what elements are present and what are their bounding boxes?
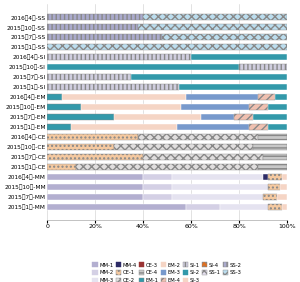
Bar xyxy=(263,194,278,200)
Bar xyxy=(131,74,287,80)
Bar xyxy=(278,194,287,200)
Bar xyxy=(191,54,287,60)
Bar xyxy=(47,84,179,90)
Bar xyxy=(47,74,131,80)
Bar xyxy=(47,14,143,21)
Bar xyxy=(47,104,81,110)
Bar xyxy=(239,64,287,70)
Bar xyxy=(254,114,287,120)
Bar xyxy=(268,124,287,130)
Bar xyxy=(47,174,143,180)
Bar xyxy=(143,194,172,200)
Bar xyxy=(263,154,287,160)
Bar xyxy=(182,104,249,110)
Bar xyxy=(81,104,182,110)
Bar xyxy=(177,124,249,130)
Bar xyxy=(258,164,287,170)
Bar xyxy=(47,154,143,160)
Bar xyxy=(47,114,114,120)
Bar xyxy=(282,204,287,210)
Bar xyxy=(201,114,234,120)
Bar xyxy=(47,34,162,40)
Bar xyxy=(249,104,268,110)
Bar xyxy=(138,134,258,140)
Bar xyxy=(282,174,287,180)
Bar xyxy=(268,174,282,180)
Bar xyxy=(47,44,287,50)
Bar xyxy=(114,114,201,120)
Bar xyxy=(47,134,138,140)
Bar xyxy=(162,34,287,40)
Bar xyxy=(268,104,287,110)
Bar xyxy=(47,184,143,190)
Bar xyxy=(280,184,287,190)
Bar xyxy=(76,164,258,170)
Bar xyxy=(258,134,287,140)
Bar xyxy=(143,14,287,21)
Bar xyxy=(268,204,282,210)
Bar xyxy=(47,24,138,30)
Bar xyxy=(220,204,268,210)
Bar xyxy=(249,124,268,130)
Bar xyxy=(143,184,172,190)
Bar xyxy=(71,124,177,130)
Bar xyxy=(47,124,71,130)
Bar xyxy=(47,64,239,70)
Bar xyxy=(61,94,186,100)
Bar xyxy=(258,94,275,100)
Legend: MM-1, MM-2, MM-3, MM-4, CE-1, CE-2, CE-3, CE-4, EM-1, EM-2, EM-3, EM-4, SI-1, SI: MM-1, MM-2, MM-3, MM-4, CE-1, CE-2, CE-3… xyxy=(92,261,243,282)
Bar xyxy=(47,94,62,100)
Bar xyxy=(263,174,268,180)
Bar xyxy=(47,194,143,200)
Bar xyxy=(234,114,254,120)
Bar xyxy=(268,184,280,190)
Bar xyxy=(172,184,268,190)
Bar xyxy=(47,204,186,210)
Bar xyxy=(172,174,263,180)
Bar xyxy=(138,24,287,30)
Bar xyxy=(47,164,76,170)
Bar xyxy=(143,154,263,160)
Bar xyxy=(47,144,114,150)
Bar xyxy=(143,174,172,180)
Bar xyxy=(172,194,263,200)
Bar xyxy=(254,144,287,150)
Bar xyxy=(114,144,254,150)
Bar xyxy=(275,94,287,100)
Bar xyxy=(186,94,258,100)
Bar xyxy=(47,54,191,60)
Bar xyxy=(179,84,287,90)
Bar xyxy=(186,204,220,210)
